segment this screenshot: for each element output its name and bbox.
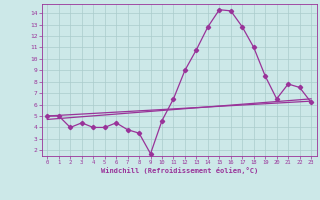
X-axis label: Windchill (Refroidissement éolien,°C): Windchill (Refroidissement éolien,°C) — [100, 167, 258, 174]
